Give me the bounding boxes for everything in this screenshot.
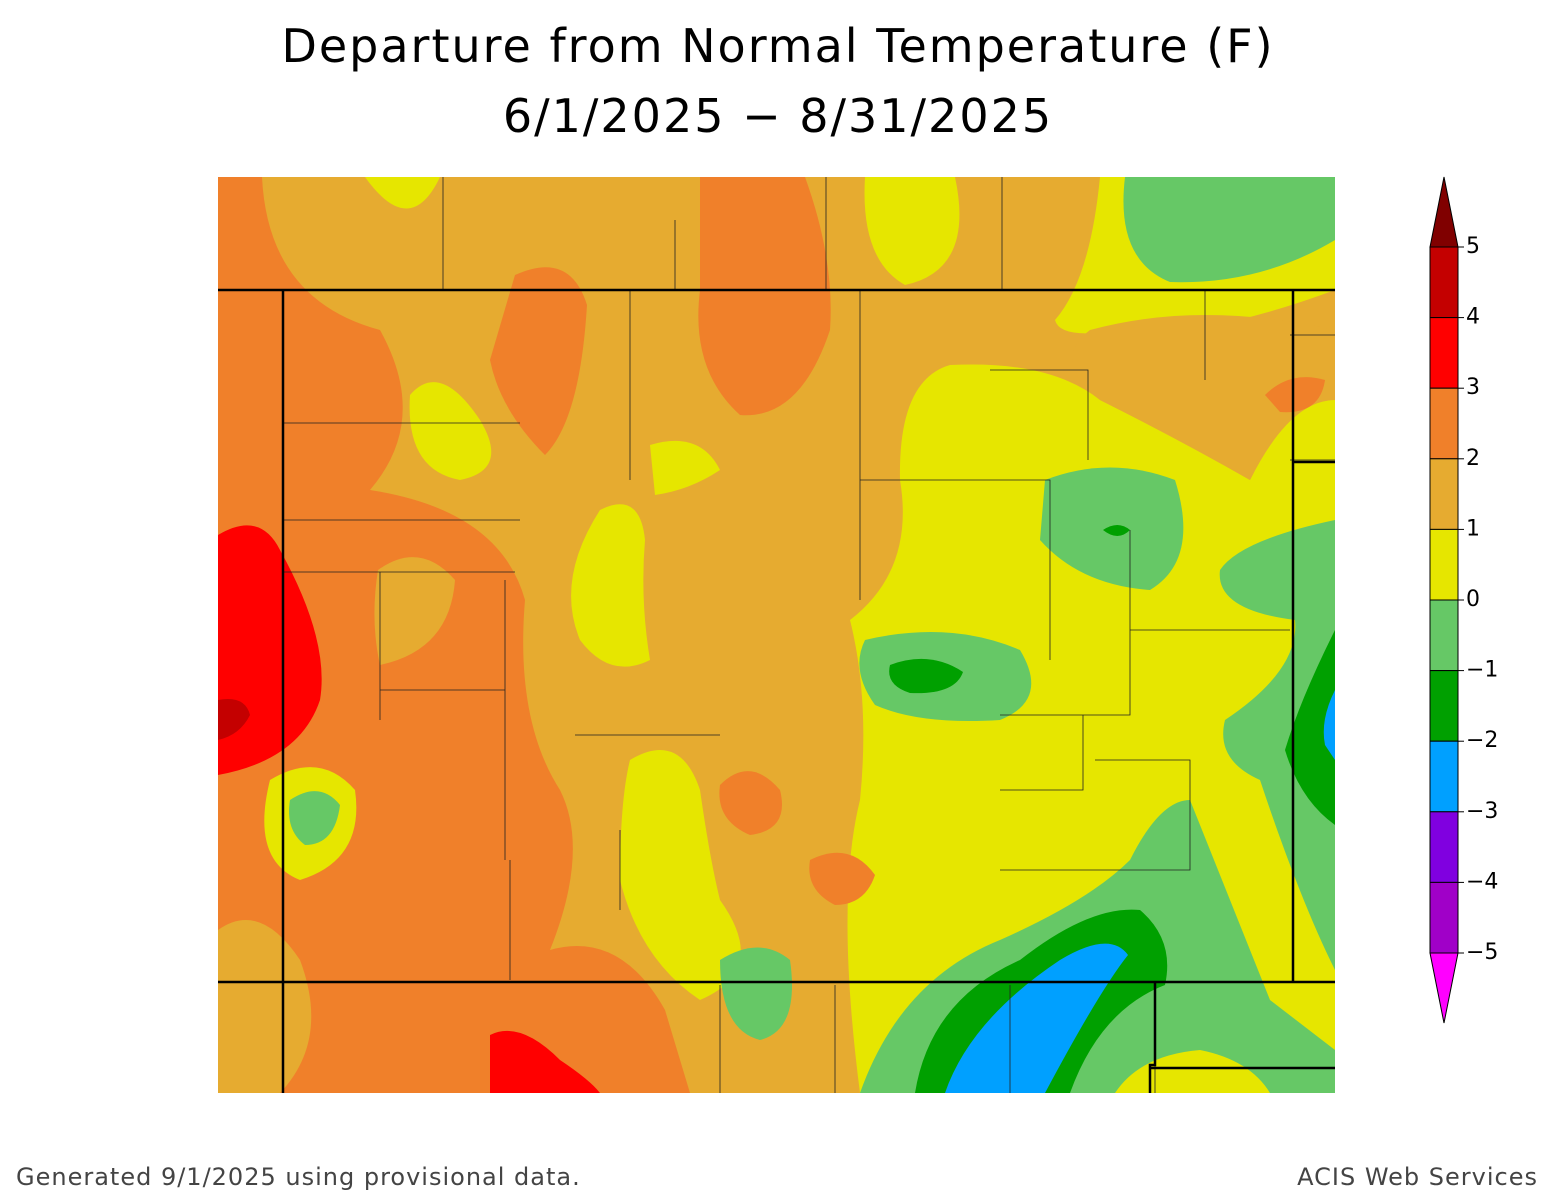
contour (374, 557, 455, 665)
legend-band (1429, 670, 1459, 742)
contour (1285, 630, 1335, 825)
legend-tick-label: 1 (1466, 516, 1480, 541)
legend-tick-label: −4 (1466, 869, 1498, 894)
legend-band (1429, 317, 1459, 389)
contour (719, 771, 782, 835)
legend-band (1429, 881, 1459, 954)
contour (571, 504, 650, 667)
map-title: Departure from Normal Temperature (F) (281, 19, 1274, 73)
legend-band (1429, 458, 1459, 530)
contour (1123, 177, 1335, 283)
legend-arrow (1429, 952, 1459, 1024)
legend-tick-label: 3 (1466, 375, 1480, 400)
legend-band (1429, 246, 1459, 319)
legend-tick-label: 4 (1466, 305, 1480, 330)
legend-band (1429, 387, 1459, 460)
legend-band (1429, 740, 1459, 813)
legend-tick-label: −5 (1466, 940, 1498, 965)
state-lines (218, 288, 1335, 1093)
contour (1265, 377, 1325, 413)
contour (1219, 520, 1335, 970)
contour (1072, 315, 1335, 480)
legend: 5 4 3 2 1 0 −1 −2 −3 −4 −5 (1429, 176, 1498, 1024)
contour (864, 177, 960, 285)
contour (720, 947, 792, 1040)
contour (289, 791, 340, 845)
contour (1103, 525, 1130, 536)
map-subtitle: 6/1/2025 − 8/31/2025 (503, 89, 1053, 143)
contour (698, 177, 831, 416)
legend-tick-label: −1 (1466, 658, 1498, 683)
legend-band (1429, 528, 1459, 601)
contour (809, 852, 875, 905)
map (218, 177, 1335, 1093)
contour (218, 177, 690, 1093)
contour (490, 1030, 600, 1093)
contour (490, 267, 587, 455)
legend-tick-label: −3 (1466, 799, 1498, 824)
contour (889, 658, 963, 694)
legend-tick-label: 5 (1466, 234, 1480, 259)
contour (409, 382, 492, 480)
contour (365, 177, 440, 209)
footer-credit: ACIS Web Services (1297, 1163, 1538, 1191)
contour (650, 440, 720, 495)
contour (218, 699, 250, 740)
legend-tick-label: −2 (1466, 728, 1498, 753)
legend-arrow (1429, 176, 1459, 248)
footer-note: Generated 9/1/2025 using provisional dat… (16, 1163, 581, 1191)
legend-tick-label: 0 (1466, 587, 1480, 612)
contour (218, 920, 312, 1093)
contour (1115, 1050, 1270, 1093)
legend-band (1429, 599, 1459, 672)
legend-band (1429, 811, 1459, 883)
contour (620, 750, 741, 1000)
legend-tick-label: 2 (1466, 446, 1480, 471)
contour (1323, 690, 1335, 760)
